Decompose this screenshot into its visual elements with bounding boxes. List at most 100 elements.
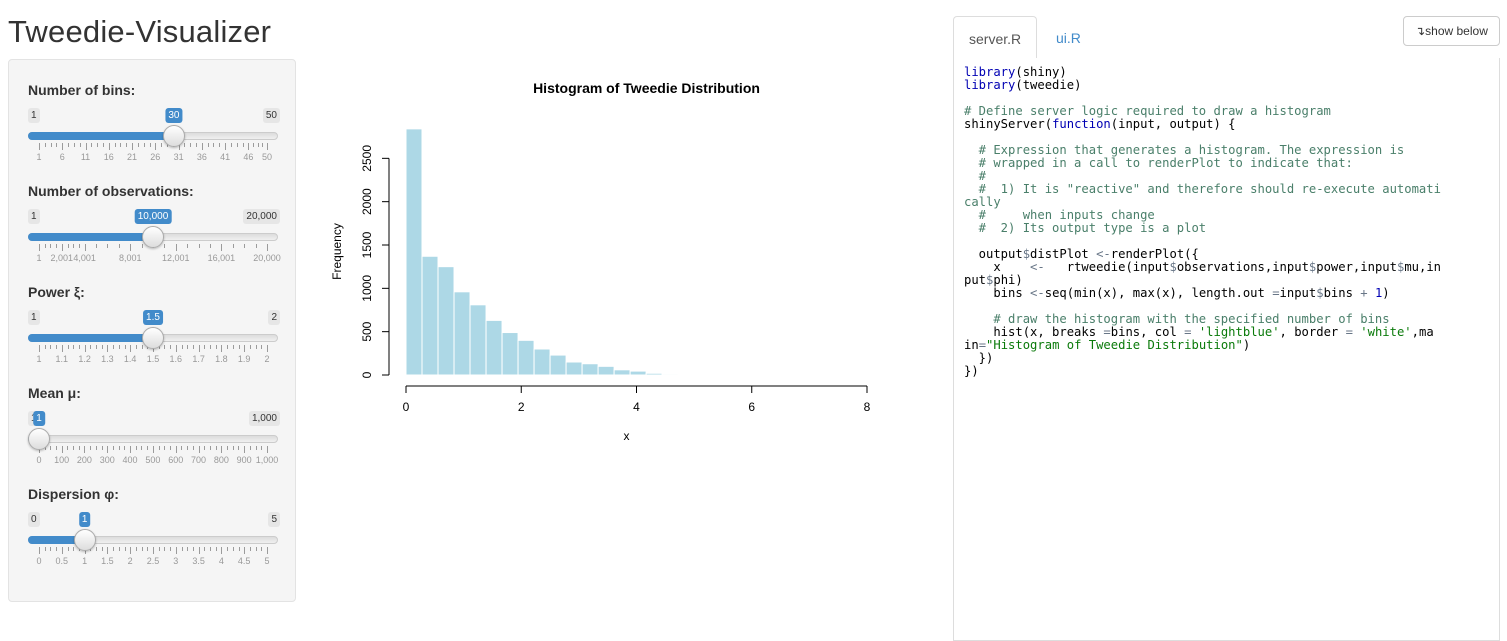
slider-fill <box>28 334 153 342</box>
slider-major-tick <box>178 143 180 150</box>
slider-tick-label: 4,001 <box>73 253 96 263</box>
code-token <box>1191 325 1198 339</box>
slider-tick-label: 700 <box>191 455 207 465</box>
slider-tick-label: 600 <box>168 455 184 465</box>
histogram-bar <box>421 255 439 376</box>
slider-minor-tick <box>164 345 166 349</box>
slider-ticks: 1 1.1 1.2 1.3 1.4 1.5 1.6 1.7 1.8 1.9 2 <box>28 345 278 365</box>
slider-tick-label: 11 <box>80 152 91 162</box>
y-axis-label: Frequency <box>330 223 344 280</box>
histogram-bar <box>581 363 599 376</box>
slider-major-tick <box>130 547 132 554</box>
x-tick-label: 6 <box>748 400 755 414</box>
code-token: $ <box>1316 286 1324 300</box>
slider-tick-label: 1 <box>36 354 42 364</box>
slider-tick-label: 12,001 <box>162 253 190 263</box>
slider-major-tick <box>39 244 40 251</box>
code-line: output$distPlot <-renderPlot({ <box>964 248 1489 261</box>
slider-minor-tick <box>196 143 198 147</box>
code-token: , border <box>1279 325 1346 339</box>
slider-tick-label: 5 <box>264 556 270 566</box>
slider-minor-tick <box>96 244 97 248</box>
slider-major-tick <box>244 345 246 352</box>
slider-handle[interactable] <box>73 529 96 551</box>
slider-minor-tick <box>187 446 189 450</box>
slider-major-tick <box>244 446 246 453</box>
code-token: x <box>964 260 1031 274</box>
slider-minor-tick <box>170 446 171 450</box>
slider-ticks: 0 100 200 300 400 500 600 700 800 900 1,000 <box>28 446 278 466</box>
code-panel: library(shiny) library(tweedie) # Define s… <box>953 58 1500 641</box>
slider-major-tick <box>152 446 154 453</box>
x-tick-label: 4 <box>633 400 640 414</box>
code-token: }) <box>964 351 994 365</box>
slider-tick-label: 400 <box>122 455 138 465</box>
slider-handle[interactable] <box>142 327 164 349</box>
slider-handle[interactable] <box>141 226 164 248</box>
slider-minor-tick <box>97 143 99 147</box>
code-token: = <box>1345 325 1353 339</box>
code-token: renderPlot({ <box>1110 247 1199 261</box>
slider-minor-tick <box>257 143 259 147</box>
slider-minor-tick <box>230 143 232 147</box>
code-line: }) <box>964 352 1489 365</box>
slider-tick-label: 100 <box>54 455 70 465</box>
slider-label: Number of observations: <box>28 183 194 199</box>
code-line: put$phi) <box>964 274 1489 287</box>
source-code: library(shiny) library(tweedie) # Define s… <box>954 58 1499 386</box>
code-token: cally <box>964 195 1001 209</box>
slider-tick-label: 46 <box>243 152 254 162</box>
code-token: shinyServer( <box>964 117 1053 131</box>
slider-minor-tick <box>56 345 58 349</box>
code-token: $ <box>1308 260 1317 274</box>
code-token: # draw the histogram with the specified … <box>964 312 1390 326</box>
slider-major-tick <box>221 244 223 251</box>
slider-phi: Dispersion φ: 0 5 1 0 0.5 1 1.5 2 2.5 3 3.5 4 4.5 5 <box>28 486 280 586</box>
slider-tick-label: 1.5 <box>146 354 160 364</box>
slider-observations: Number of observations: 1 20,000 10,000 1 2,0… <box>28 183 281 283</box>
slider-minor-tick <box>118 446 120 450</box>
slider-major-tick <box>267 143 268 150</box>
slider-major-tick <box>267 244 268 251</box>
histogram-bar <box>629 370 647 376</box>
slider-minor-tick <box>232 446 234 450</box>
slider-tick-label: 1 <box>36 253 42 263</box>
slider-min-label: 1 <box>28 310 40 325</box>
slider-minor-tick <box>164 446 166 450</box>
slider-handle[interactable] <box>162 125 185 147</box>
slider-minor-tick <box>50 446 52 450</box>
code-token: bins, col <box>1110 325 1185 339</box>
slider-tick-label: 16 <box>103 152 114 162</box>
slider-minor-tick <box>114 143 116 147</box>
slider-major-tick <box>130 345 132 352</box>
slider-tick-label: 1.1 <box>55 354 69 364</box>
slider-major-tick <box>85 143 87 150</box>
code-token: # <box>964 169 987 183</box>
slider-tick-label: 500 <box>145 455 161 465</box>
slider-handle[interactable] <box>28 428 50 450</box>
slider-major-tick <box>84 345 86 352</box>
slider-minor-tick <box>55 446 57 450</box>
slider-major-tick <box>267 446 268 453</box>
slider-minor-tick <box>255 547 257 551</box>
slider-minor-tick <box>101 547 103 551</box>
code-line: # wrapped in a call to renderPlot to ind… <box>964 157 1489 170</box>
slider-tick-label: 1 <box>36 152 42 162</box>
slider-track[interactable] <box>28 435 278 443</box>
tab-ui-r[interactable]: ui.R <box>1056 30 1081 46</box>
tab-server-r[interactable]: server.R <box>953 16 1038 59</box>
slider-tick-label: 21 <box>127 152 138 162</box>
show-below-button[interactable]: ↴show below <box>1403 16 1500 46</box>
code-token: library <box>964 65 1016 79</box>
y-tick-label: 500 <box>360 321 374 341</box>
code-token: seq(min(x), max(x), length.out <box>1044 286 1273 300</box>
slider-minor-tick <box>158 446 160 450</box>
code-token: put <box>964 273 987 287</box>
slider-max-label: 20,000 <box>243 209 280 224</box>
slider-major-tick <box>175 446 177 453</box>
code-token: <- <box>1030 260 1045 274</box>
slider-minor-tick <box>141 547 143 551</box>
slider-minor-tick <box>227 345 229 349</box>
slider-minor-tick <box>164 547 166 551</box>
code-token: # Expression that generates a histogram.… <box>964 143 1405 157</box>
